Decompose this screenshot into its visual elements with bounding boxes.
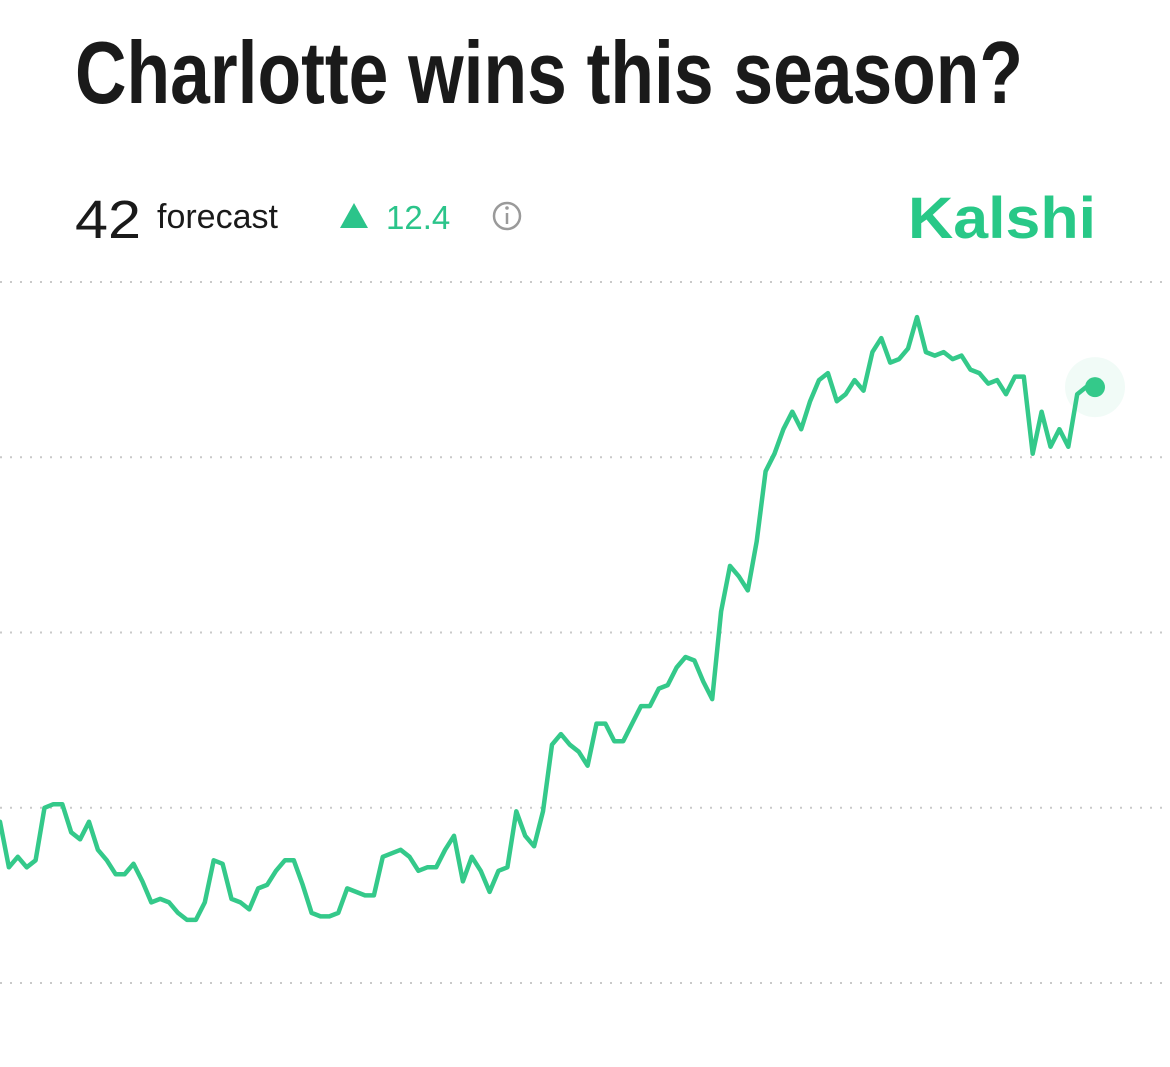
title: Charlotte wins this season? — [75, 23, 1023, 122]
change: 12.4 — [386, 199, 450, 236]
forecast-label: forecast — [157, 198, 278, 236]
forecast-value: 42 — [75, 190, 141, 250]
up-arrow — [340, 203, 368, 228]
info-icon[interactable] — [492, 201, 522, 231]
plot — [0, 281, 1170, 984]
line — [0, 314, 1098, 923]
end-dot — [1085, 377, 1105, 398]
brand-logo: Kalshi — [908, 186, 1096, 251]
